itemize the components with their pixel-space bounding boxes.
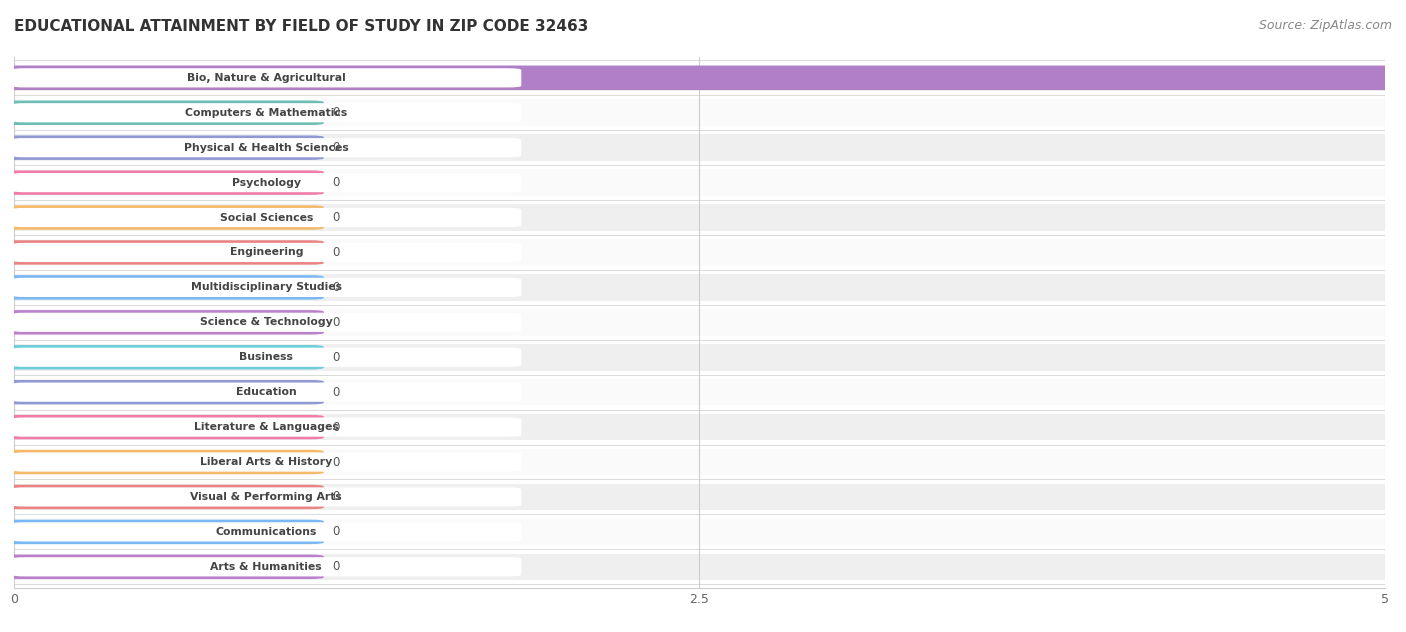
FancyBboxPatch shape — [14, 169, 1385, 196]
FancyBboxPatch shape — [0, 345, 323, 370]
FancyBboxPatch shape — [11, 522, 522, 542]
FancyBboxPatch shape — [14, 204, 1385, 231]
Text: 0: 0 — [332, 386, 339, 399]
FancyBboxPatch shape — [11, 278, 522, 297]
FancyBboxPatch shape — [0, 520, 323, 544]
Text: Multidisciplinary Studies: Multidisciplinary Studies — [191, 283, 342, 293]
Text: Source: ZipAtlas.com: Source: ZipAtlas.com — [1258, 19, 1392, 32]
FancyBboxPatch shape — [0, 380, 323, 404]
FancyBboxPatch shape — [0, 275, 323, 300]
Text: 0: 0 — [332, 561, 339, 573]
Text: 0: 0 — [332, 246, 339, 259]
FancyBboxPatch shape — [0, 100, 323, 125]
Text: Visual & Performing Arts: Visual & Performing Arts — [190, 492, 342, 502]
FancyBboxPatch shape — [14, 309, 1385, 336]
FancyBboxPatch shape — [11, 173, 522, 192]
Text: 0: 0 — [332, 281, 339, 294]
Text: Engineering: Engineering — [229, 248, 304, 257]
Text: 0: 0 — [332, 211, 339, 224]
FancyBboxPatch shape — [11, 382, 522, 402]
FancyBboxPatch shape — [14, 64, 1385, 91]
FancyBboxPatch shape — [11, 313, 522, 332]
FancyBboxPatch shape — [11, 348, 522, 367]
Text: Literature & Languages: Literature & Languages — [194, 422, 339, 432]
FancyBboxPatch shape — [14, 519, 1385, 545]
FancyBboxPatch shape — [14, 344, 1385, 370]
Text: Science & Technology: Science & Technology — [200, 317, 333, 327]
Text: 0: 0 — [332, 176, 339, 189]
FancyBboxPatch shape — [11, 487, 522, 507]
Text: EDUCATIONAL ATTAINMENT BY FIELD OF STUDY IN ZIP CODE 32463: EDUCATIONAL ATTAINMENT BY FIELD OF STUDY… — [14, 19, 589, 34]
FancyBboxPatch shape — [11, 453, 522, 471]
FancyBboxPatch shape — [11, 208, 522, 227]
Text: 0: 0 — [332, 316, 339, 329]
FancyBboxPatch shape — [0, 415, 323, 439]
FancyBboxPatch shape — [0, 450, 323, 474]
FancyBboxPatch shape — [0, 310, 323, 334]
FancyBboxPatch shape — [0, 205, 323, 230]
FancyBboxPatch shape — [14, 135, 1385, 161]
FancyBboxPatch shape — [0, 485, 323, 509]
FancyBboxPatch shape — [0, 171, 323, 195]
Text: Bio, Nature & Agricultural: Bio, Nature & Agricultural — [187, 73, 346, 83]
FancyBboxPatch shape — [0, 240, 323, 265]
FancyBboxPatch shape — [14, 483, 1385, 510]
FancyBboxPatch shape — [14, 99, 1385, 126]
Text: Communications: Communications — [215, 527, 316, 537]
Text: Physical & Health Sciences: Physical & Health Sciences — [184, 143, 349, 153]
FancyBboxPatch shape — [14, 239, 1385, 265]
Text: Arts & Humanities: Arts & Humanities — [211, 562, 322, 572]
FancyBboxPatch shape — [11, 138, 522, 157]
Text: Education: Education — [236, 387, 297, 397]
FancyBboxPatch shape — [0, 66, 1399, 90]
Text: Psychology: Psychology — [232, 178, 301, 188]
Text: 0: 0 — [332, 525, 339, 538]
FancyBboxPatch shape — [11, 557, 522, 576]
FancyBboxPatch shape — [0, 135, 323, 160]
FancyBboxPatch shape — [0, 555, 323, 579]
Text: 0: 0 — [332, 421, 339, 434]
Text: Computers & Mathematics: Computers & Mathematics — [186, 108, 347, 118]
Text: Social Sciences: Social Sciences — [219, 212, 314, 222]
Text: 0: 0 — [332, 106, 339, 119]
Text: 0: 0 — [332, 490, 339, 504]
Text: Liberal Arts & History: Liberal Arts & History — [200, 457, 332, 467]
FancyBboxPatch shape — [14, 274, 1385, 301]
FancyBboxPatch shape — [14, 379, 1385, 406]
FancyBboxPatch shape — [14, 554, 1385, 580]
Text: Business: Business — [239, 352, 294, 362]
FancyBboxPatch shape — [11, 418, 522, 437]
Text: 0: 0 — [332, 351, 339, 364]
FancyBboxPatch shape — [11, 68, 522, 87]
Text: 0: 0 — [332, 141, 339, 154]
FancyBboxPatch shape — [11, 243, 522, 262]
FancyBboxPatch shape — [14, 449, 1385, 475]
FancyBboxPatch shape — [11, 103, 522, 123]
Text: 0: 0 — [332, 456, 339, 468]
FancyBboxPatch shape — [14, 414, 1385, 441]
